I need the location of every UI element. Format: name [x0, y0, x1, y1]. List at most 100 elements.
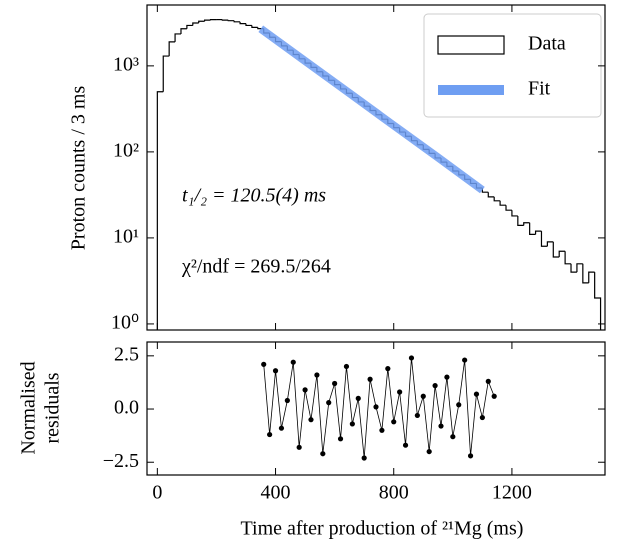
x-axis-label: Time after production of ²¹Mg (ms)	[241, 518, 524, 540]
residual-point	[462, 357, 468, 363]
top-frame	[146, 4, 606, 331]
histogram-bin	[552, 241, 560, 258]
legend-swatch	[438, 85, 504, 95]
residual-point	[308, 417, 314, 423]
residual-point	[420, 393, 426, 399]
residual-point	[367, 376, 373, 382]
histogram-bin	[162, 55, 170, 92]
histogram-bin	[204, 19, 211, 22]
residual-point	[426, 448, 432, 455]
histogram-bin	[540, 231, 548, 247]
histogram-bin	[186, 24, 193, 29]
histogram-bin	[180, 28, 187, 34]
histogram-bin	[564, 251, 572, 265]
legend	[423, 13, 602, 118]
bottom-frame	[146, 341, 606, 476]
histogram-bin	[499, 200, 507, 206]
residual-point	[397, 389, 403, 395]
histogram-bin	[594, 272, 602, 330]
x-tick-label: 800	[379, 482, 409, 504]
residual-point	[355, 395, 361, 401]
histogram-bin	[227, 20, 235, 22]
histogram-bin	[523, 222, 530, 226]
y-tick-label: 10¹	[113, 226, 139, 248]
fit-line	[258, 25, 485, 194]
x-tick-label: 0	[152, 482, 162, 504]
legend-label: Data	[528, 33, 566, 55]
residual-point	[361, 455, 367, 461]
residual-point	[479, 414, 485, 421]
histogram-bin	[221, 19, 229, 21]
residual-point	[349, 421, 355, 427]
residual-point	[485, 378, 491, 384]
residual-point	[491, 393, 497, 399]
histogram-bin	[493, 196, 501, 202]
residual-point	[284, 397, 290, 404]
histogram-bin	[588, 271, 595, 283]
histogram-bin	[534, 230, 542, 235]
y-axis-label: Normalised	[18, 361, 40, 454]
histogram-bin	[529, 222, 536, 235]
legend-swatch	[437, 35, 505, 55]
residual-point	[385, 366, 391, 372]
y-tick-label: 0.0	[114, 397, 139, 419]
residual-point	[261, 361, 267, 367]
histogram-bin	[156, 91, 164, 330]
annotation: t₁/₂ = 120.5(4) ms	[182, 185, 326, 207]
histogram-bin	[192, 22, 199, 26]
histogram-bin	[198, 20, 205, 24]
residual-point	[402, 442, 409, 448]
residual-point	[432, 383, 438, 389]
residual-point	[267, 431, 273, 438]
residual-point	[343, 363, 350, 370]
histogram-bin	[168, 41, 176, 57]
histogram-bin	[209, 19, 217, 21]
residual-point	[290, 359, 296, 365]
residual-point	[337, 436, 344, 442]
residual-point	[272, 368, 279, 374]
residual-point	[373, 404, 379, 410]
histogram-bin	[576, 263, 583, 273]
residual-point	[444, 374, 450, 380]
x-tick-label: 400	[261, 482, 291, 504]
y-tick-label: 10²	[113, 139, 139, 161]
histogram-bin	[245, 23, 252, 27]
residual-line	[263, 357, 495, 459]
legend-label: Fit	[528, 78, 551, 100]
y-axis-label: residuals	[42, 372, 64, 443]
residual-point	[438, 423, 444, 429]
residual-point	[296, 444, 302, 450]
residual-point	[278, 425, 285, 431]
y-tick-label: 10⁰	[111, 312, 139, 334]
residual-point	[379, 427, 385, 433]
y-tick-label: 10³	[113, 53, 139, 75]
histogram-bin	[239, 21, 246, 25]
residual-point	[408, 355, 415, 361]
y-tick-label: 2.5	[114, 343, 139, 365]
residual-point	[456, 402, 462, 408]
histogram-bin	[546, 241, 554, 247]
residual-point	[320, 451, 326, 457]
histogram-bin	[233, 20, 241, 23]
histogram-bin	[174, 33, 181, 42]
residual-point	[414, 412, 420, 419]
x-tick-label: 1200	[492, 482, 532, 504]
residual-point	[314, 372, 320, 378]
histogram-bin	[487, 192, 495, 198]
residual-point	[332, 380, 338, 387]
residual-point	[391, 419, 397, 425]
histogram-bin	[558, 250, 566, 257]
residual-point	[450, 434, 456, 440]
histogram-bin	[582, 263, 589, 284]
histogram-bin	[505, 205, 512, 211]
y-tick-label: −2.5	[103, 450, 139, 472]
y-axis-label: Proton counts / 3 ms	[68, 86, 90, 251]
residual-point	[302, 387, 308, 393]
annotation: χ²/ndf = 269.5/264	[181, 256, 331, 278]
histogram-bin	[251, 25, 258, 29]
residual-point	[467, 453, 474, 459]
residual-point	[473, 391, 480, 397]
histogram-bin	[517, 215, 524, 226]
residual-point	[326, 400, 332, 406]
